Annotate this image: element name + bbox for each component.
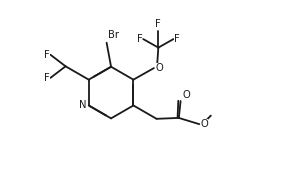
- Text: F: F: [156, 19, 161, 29]
- Text: F: F: [137, 34, 142, 44]
- Text: F: F: [44, 50, 50, 60]
- Text: O: O: [155, 63, 163, 73]
- Text: O: O: [200, 119, 208, 129]
- Text: N: N: [79, 100, 87, 111]
- Text: F: F: [174, 34, 180, 44]
- Text: F: F: [44, 73, 50, 83]
- Text: O: O: [183, 90, 190, 100]
- Text: Br: Br: [108, 30, 120, 40]
